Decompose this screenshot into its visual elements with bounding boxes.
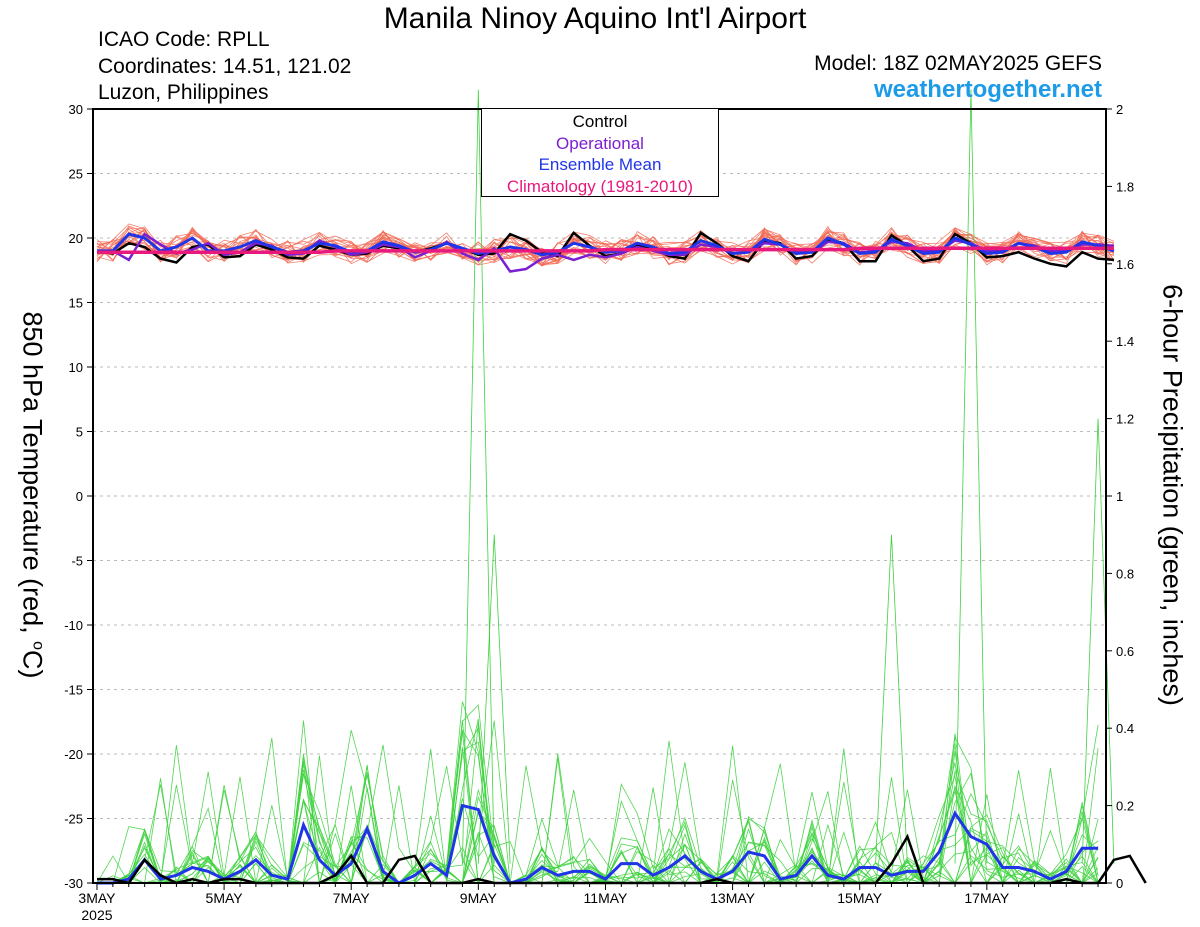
left-axis-label-end: C) — [17, 650, 48, 679]
legend: Control Operational Ensemble Mean Climat… — [481, 108, 719, 197]
degree-symbol: o — [29, 641, 47, 651]
x-tick-label: 7MAY — [333, 890, 371, 906]
right-axis-ticks: 2 1.8 1.6 1.4 1.2 1 0.8 0.6 0.4 0.2 0 — [1106, 102, 1134, 891]
left-tick-label: 0 — [76, 489, 83, 504]
precip-ensemble-mean-line — [97, 803, 1099, 885]
precipitation-member-line — [97, 726, 1099, 885]
right-tick-label: 0.6 — [1116, 644, 1134, 659]
model-run: Model: 18Z 02MAY2025 GEFS — [814, 52, 1102, 75]
left-axis-label: 850 hPa Temperature (red, oC) — [17, 311, 48, 678]
precipitation-member-line — [97, 701, 1099, 884]
x-tick-label: 13MAY — [710, 890, 756, 906]
right-tick-label: 2 — [1116, 102, 1123, 117]
x-tick-label: 9MAY — [460, 890, 498, 906]
precipitation-member-line — [97, 764, 1099, 884]
site-link[interactable]: weathertogether.net — [873, 76, 1102, 103]
left-axis-label-main: 850 hPa Temperature (red, — [17, 311, 48, 642]
temperature-ensemble-members — [96, 223, 1115, 267]
right-tick-label: 0.4 — [1116, 721, 1134, 736]
region: Luzon, Philippines — [98, 81, 269, 104]
left-tick-label: -5 — [71, 554, 83, 569]
right-tick-label: 0.8 — [1116, 566, 1134, 581]
left-tick-label: -25 — [64, 812, 83, 827]
precipitation-member-line — [97, 760, 1099, 885]
precipitation-member-spike — [462, 89, 495, 864]
temp-climatology-line — [97, 246, 1114, 254]
precipitation-member-spike — [875, 534, 908, 864]
precipitation-ensemble-members — [96, 89, 1115, 885]
right-tick-label: 1 — [1116, 489, 1123, 504]
grid-lines — [93, 173, 1106, 819]
right-tick-label: 1.6 — [1116, 257, 1134, 272]
coordinates: Coordinates: 14.51, 121.02 — [98, 55, 352, 78]
chart-title: Manila Ninoy Aquino Int'l Airport — [383, 2, 807, 35]
legend-ensemble-mean: Ensemble Mean — [538, 155, 662, 174]
right-tick-label: 0 — [1116, 876, 1123, 891]
x-axis-ticks: 3MAY 5MAY 7MAY 9MAY 11MAY 13MAY 15MAY 17MAY 2025 — [78, 883, 1099, 923]
left-axis-ticks: 30 25 20 15 10 5 0 -5 -10 -15 -20 -25 -30 — [64, 102, 93, 891]
x-tick-label: 17MAY — [964, 890, 1010, 906]
left-tick-label: -30 — [64, 876, 83, 891]
left-tick-label: 5 — [76, 425, 83, 440]
right-tick-label: 1.4 — [1116, 334, 1134, 349]
left-tick-label: 15 — [69, 296, 83, 311]
left-tick-label: 20 — [69, 231, 83, 246]
right-tick-label: 1.8 — [1116, 179, 1134, 194]
precipitation-member-spike — [477, 534, 511, 864]
right-tick-label: 1.2 — [1116, 412, 1134, 427]
left-tick-label: 30 — [69, 102, 83, 117]
x-tick-label: 11MAY — [584, 890, 628, 906]
icao-code: ICAO Code: RPLL — [98, 28, 270, 51]
precipitation-member-line — [97, 744, 1099, 884]
x-tick-label: 5MAY — [206, 890, 244, 906]
left-tick-label: -15 — [64, 683, 83, 698]
precipitation-member-line — [97, 747, 1099, 884]
precipitation-member-spike — [954, 89, 988, 864]
left-tick-label: -20 — [64, 747, 83, 762]
x-tick-label: 15MAY — [837, 890, 883, 906]
legend-climatology: Climatology (1981-2010) — [506, 176, 694, 196]
left-tick-label: -10 — [64, 618, 83, 633]
right-tick-label: 0.2 — [1116, 799, 1134, 814]
right-axis-label: 6-hour Precipitation (green, inches) — [1157, 284, 1188, 706]
legend-control: Control — [572, 112, 628, 131]
left-tick-label: 10 — [69, 360, 83, 375]
temp-control-line — [96, 230, 1115, 268]
precipitation-member-line — [97, 719, 1099, 885]
legend-operational: Operational — [556, 133, 644, 153]
x-year-label: 2025 — [81, 907, 112, 923]
left-tick-label: 25 — [69, 167, 83, 182]
precipitation-member-spike — [1081, 418, 1115, 864]
x-tick-label: 3MAY — [78, 890, 116, 906]
